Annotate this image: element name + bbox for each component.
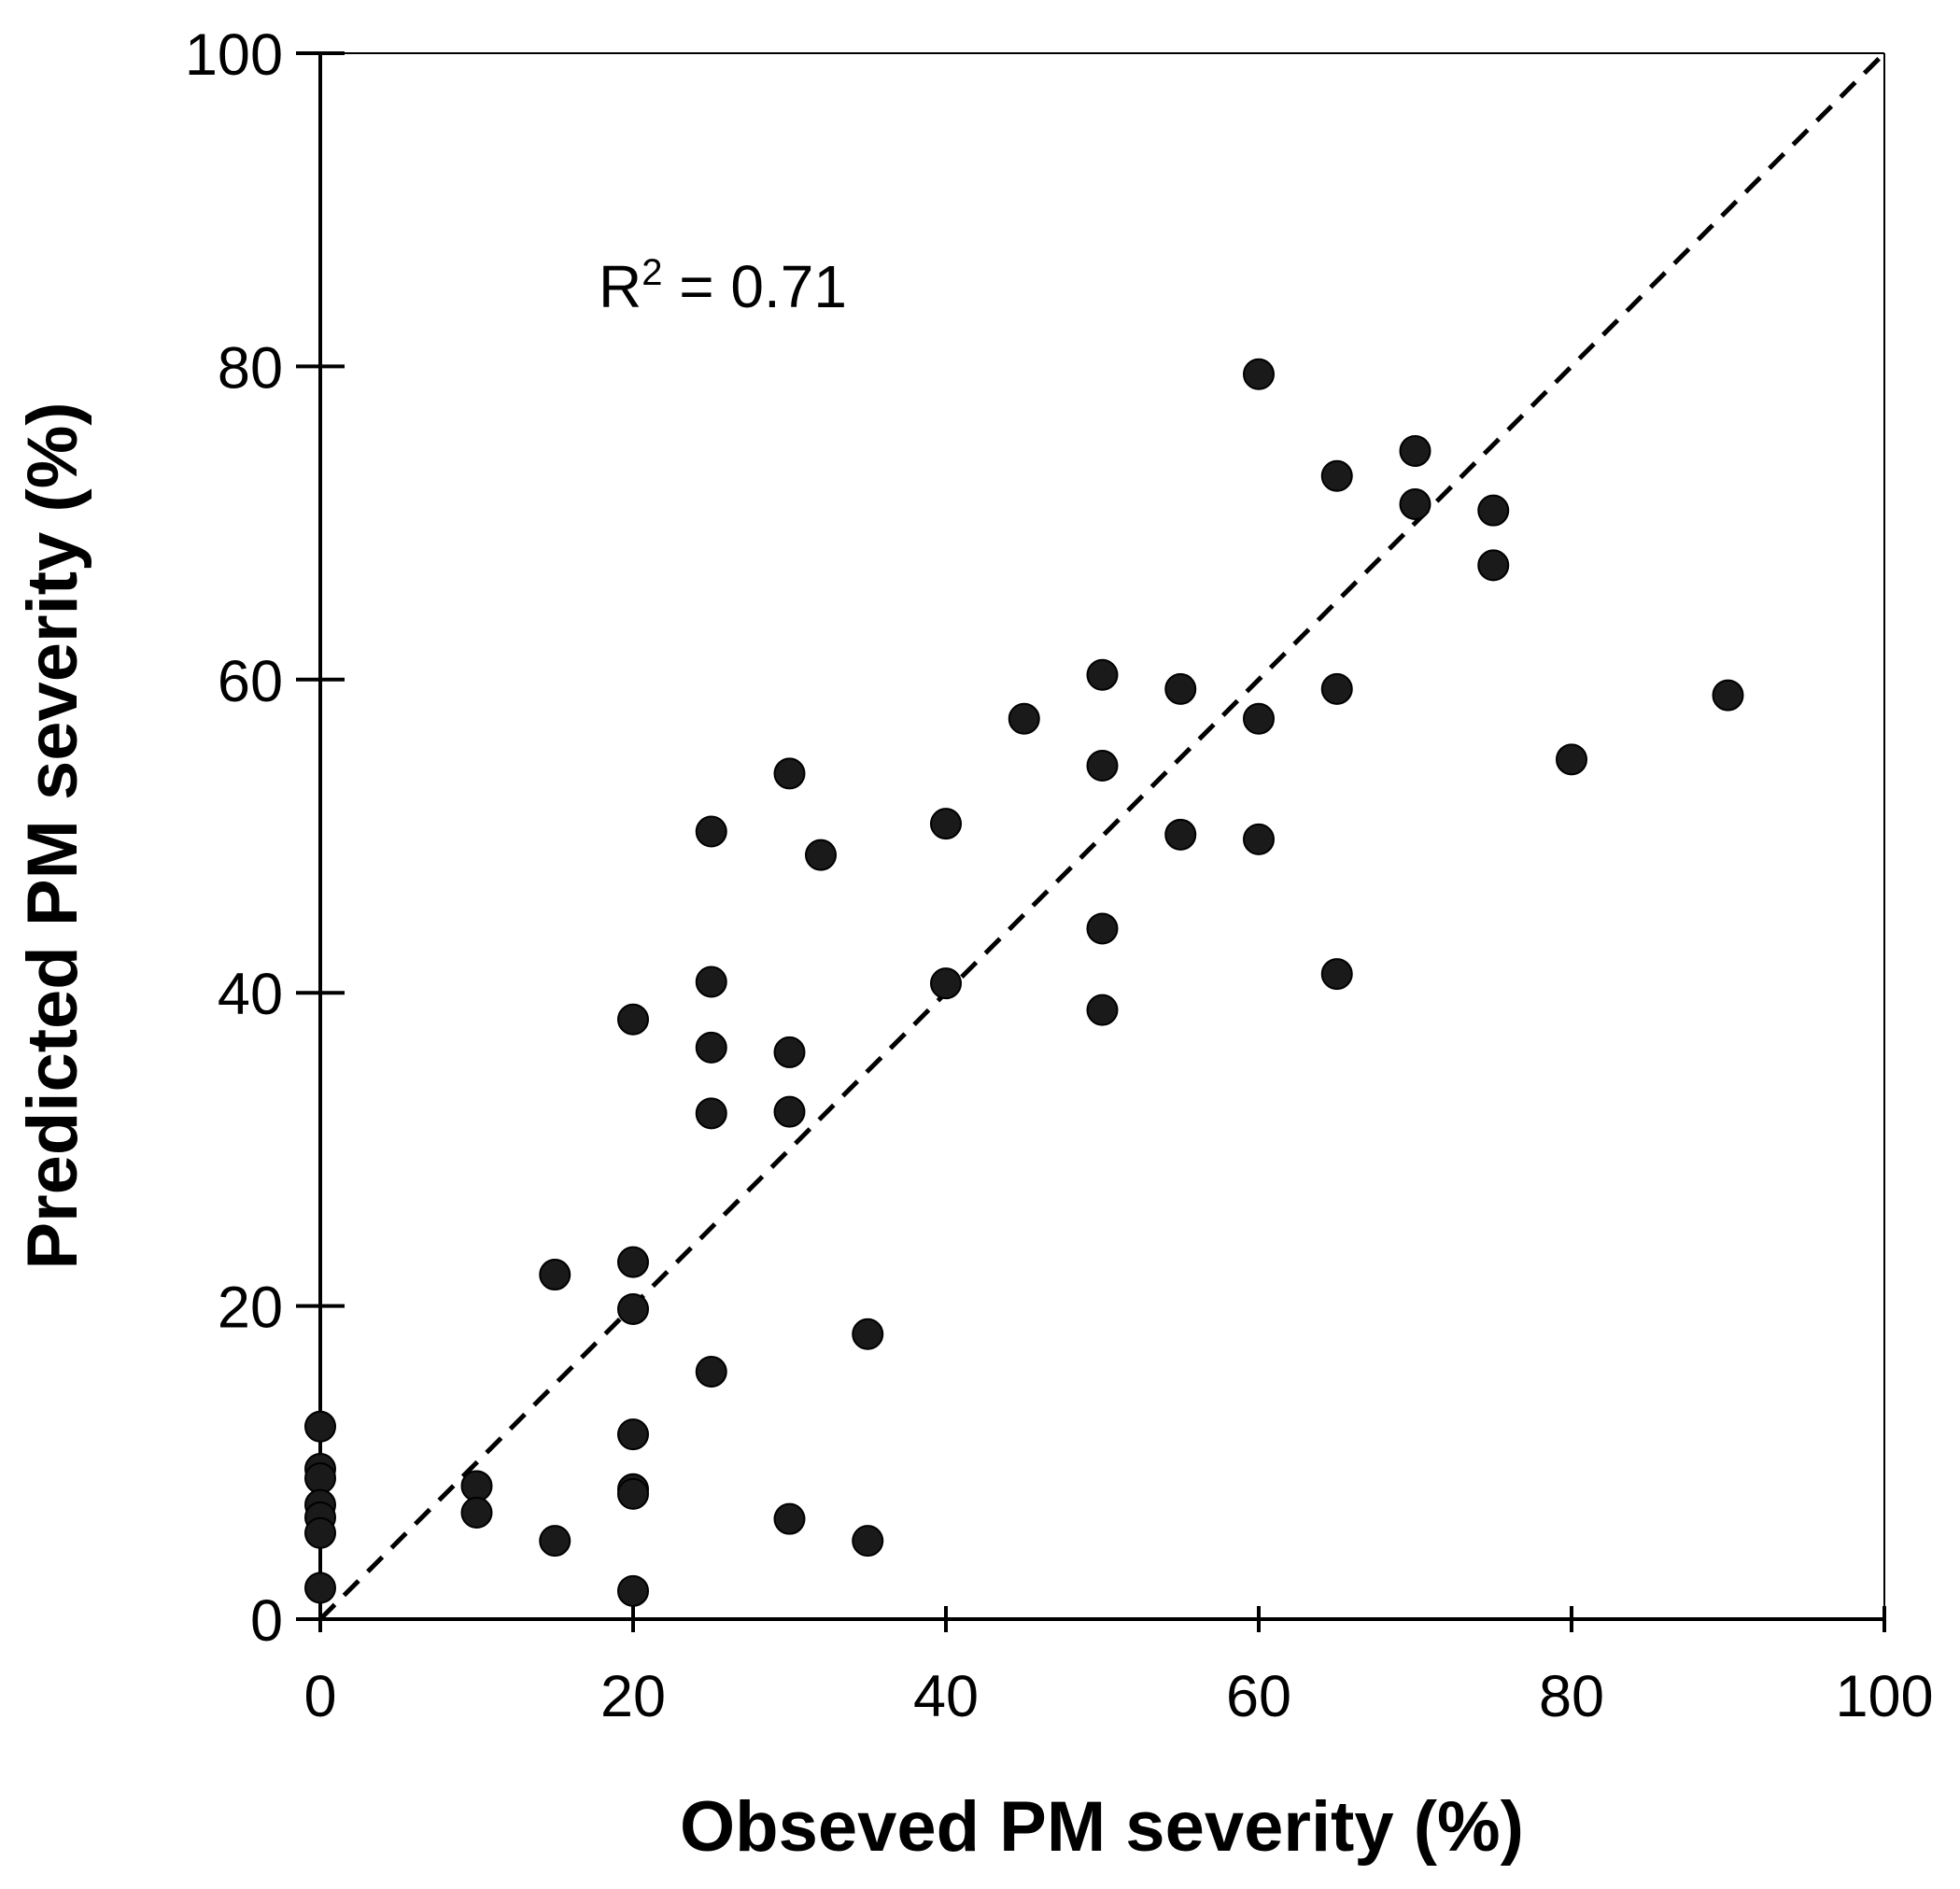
data-point	[1008, 702, 1040, 735]
data-point	[1243, 823, 1275, 855]
data-point	[1243, 702, 1275, 735]
data-point	[930, 967, 962, 1000]
x-tick-label: 20	[600, 1664, 666, 1729]
x-tick-label: 80	[1539, 1664, 1604, 1729]
y-tick-label: 20	[218, 1276, 283, 1341]
data-point	[805, 839, 837, 871]
data-point	[617, 1292, 649, 1325]
r-squared-prefix: R	[599, 253, 642, 320]
data-point	[695, 1356, 727, 1389]
data-point	[695, 1031, 727, 1064]
data-point	[773, 1502, 806, 1535]
y-tick-label: 80	[218, 335, 283, 401]
data-point	[1086, 750, 1119, 782]
data-point	[773, 757, 806, 790]
data-point	[695, 1097, 727, 1130]
data-point	[539, 1525, 571, 1558]
data-point	[1477, 549, 1510, 582]
data-point	[1164, 672, 1197, 705]
r-squared-superscript: 2	[642, 252, 662, 293]
r-squared-annotation: R2 = 0.71	[599, 252, 847, 320]
data-point	[1320, 958, 1353, 991]
x-tick-label: 40	[913, 1664, 979, 1729]
data-point	[304, 1572, 336, 1604]
data-point	[1164, 818, 1197, 851]
data-points	[304, 358, 1744, 1607]
y-axis-title: Predicted PM severity (%)	[13, 402, 92, 1269]
data-point	[773, 1095, 806, 1128]
data-point	[1556, 743, 1587, 776]
data-point	[1399, 487, 1431, 520]
data-point	[852, 1525, 884, 1558]
data-point	[930, 808, 962, 840]
data-point	[1712, 679, 1744, 712]
data-point	[1399, 434, 1431, 467]
data-point	[852, 1318, 884, 1350]
data-point	[1320, 672, 1353, 705]
data-point	[1320, 459, 1353, 492]
data-point	[617, 1246, 649, 1278]
data-point	[1243, 358, 1275, 390]
data-point	[539, 1259, 571, 1291]
data-point	[695, 966, 727, 998]
data-point	[617, 1418, 649, 1451]
data-point	[460, 1470, 493, 1502]
tick-labels: 0 20 40 60 80 100 0 20 40 60 80 100	[185, 22, 1934, 1729]
data-point	[617, 1003, 649, 1036]
r-squared-value: = 0.71	[662, 253, 847, 320]
data-point	[1086, 658, 1119, 691]
y-tick-label: 100	[185, 22, 283, 88]
data-point	[617, 1574, 649, 1607]
y-tick-label: 40	[218, 962, 283, 1027]
data-point	[1086, 912, 1119, 945]
y-tick-label: 0	[250, 1588, 283, 1654]
data-point	[1086, 994, 1119, 1026]
data-point	[304, 1462, 336, 1495]
x-tick-label: 100	[1835, 1664, 1933, 1729]
x-tick-label: 60	[1226, 1664, 1291, 1729]
x-axis-title: Obseved PM severity (%)	[680, 1787, 1524, 1867]
data-point	[1477, 494, 1510, 527]
data-point	[695, 815, 727, 848]
data-point	[304, 1410, 336, 1443]
data-point	[773, 1036, 806, 1068]
data-point	[304, 1516, 336, 1549]
data-point	[617, 1477, 649, 1510]
data-point	[460, 1496, 493, 1529]
x-tick-label: 0	[303, 1664, 336, 1729]
y-tick-label: 60	[218, 649, 283, 714]
